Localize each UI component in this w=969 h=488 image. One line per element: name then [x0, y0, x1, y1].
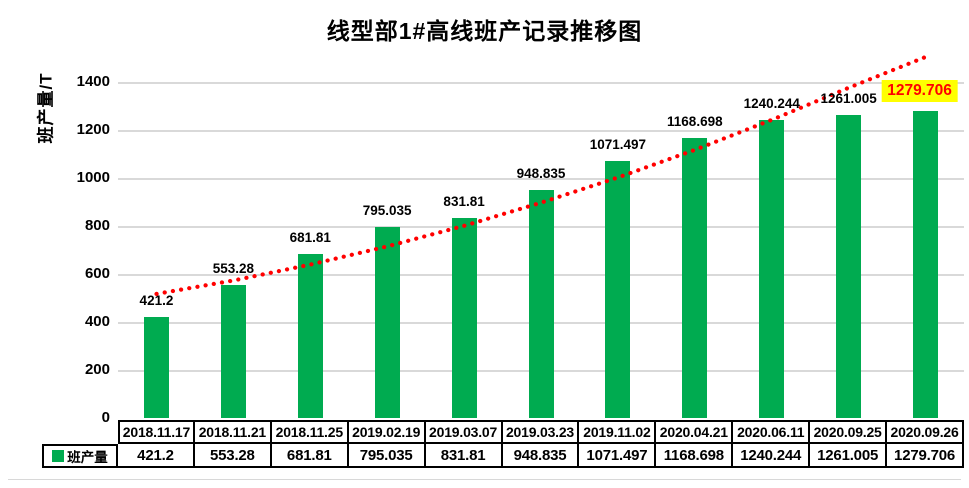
chart-title: 线型部1#高线班产记录推移图	[326, 18, 643, 44]
bar	[605, 160, 631, 418]
table-value-cell: 831.81	[425, 444, 503, 468]
table-corner-spacer	[42, 420, 118, 444]
bar	[836, 115, 862, 418]
x-axis-category-cell: 2020.06.11	[733, 420, 811, 444]
bar-value-label: 831.81	[443, 194, 485, 210]
table-value-cell: 1261.005	[810, 444, 888, 468]
table-value-cell: 681.81	[271, 444, 349, 468]
y-axis-tick-label: 1200	[76, 121, 110, 138]
bar	[451, 218, 477, 418]
y-axis-tick-label: 400	[84, 313, 110, 330]
x-axis-category-cell: 2019.03.07	[425, 420, 503, 444]
table-value-cell: 795.035	[348, 444, 426, 468]
bar	[143, 316, 169, 418]
x-axis-category-cell: 2019.03.23	[502, 420, 580, 444]
legend-cell: 班产量	[42, 444, 118, 468]
x-axis-category-cell: 2018.11.17	[118, 420, 195, 444]
bar-value-label: 553.28	[212, 261, 255, 277]
bar-value-label: 1261.005	[820, 91, 877, 107]
y-axis-tick-label: 0	[101, 409, 110, 426]
legend-label: 班产量	[67, 450, 108, 465]
gridline	[118, 130, 964, 132]
bar	[682, 137, 708, 418]
gridline	[118, 178, 964, 180]
table-value-cell: 553.28	[194, 444, 272, 468]
y-axis-tick-label: 800	[84, 217, 110, 234]
bar-value-label: 1168.698	[667, 113, 723, 129]
bar	[528, 190, 554, 418]
x-axis-category-cell: 2018.11.25	[271, 420, 349, 444]
bar-value-label: 1071.497	[589, 136, 647, 152]
highlighted-value-label: 1279.706	[881, 79, 958, 102]
y-axis-tick-label: 1000	[76, 169, 110, 186]
x-axis-category-cell: 2019.02.19	[348, 420, 426, 444]
bar	[759, 120, 785, 418]
bar	[374, 227, 400, 418]
bar-value-label: 795.035	[362, 203, 412, 219]
bar-value-label: 948.835	[516, 166, 566, 182]
table-value-cell: 1279.706	[887, 444, 964, 468]
data-table: 2018.11.17 2018.11.21 2018.11.25 2019.02.19…	[42, 420, 964, 468]
x-axis-category-cell: 2018.11.21	[194, 420, 272, 444]
y-axis-tick-label: 600	[84, 265, 110, 282]
x-axis-category-cell: 2020.09.25	[810, 420, 888, 444]
bar	[913, 110, 939, 418]
bar-value-label: 421.2	[139, 292, 174, 308]
table-value-cell: 1240.244	[733, 444, 811, 468]
table-value-cell: 948.835	[502, 444, 580, 468]
y-axis-tick-label: 1400	[76, 73, 110, 90]
y-axis-tick-label: 200	[84, 361, 110, 378]
gridline	[118, 82, 964, 84]
x-axis-category-cell: 2019.11.02	[579, 420, 657, 444]
x-axis-category-cell: 2020.04.21	[656, 420, 734, 444]
x-axis-category-cell: 2020.09.26	[887, 420, 964, 444]
table-value-cell: 421.2	[118, 444, 195, 468]
bar	[220, 285, 246, 418]
table-value-cell: 1168.698	[656, 444, 734, 468]
series-legend-key-icon	[52, 450, 65, 462]
chart-bottom-edge	[8, 479, 961, 480]
table-value-cell: 1071.497	[579, 444, 657, 468]
bar-value-label: 1240.244	[743, 96, 800, 112]
bar	[297, 254, 323, 418]
bar-value-label: 681.81	[289, 230, 331, 246]
